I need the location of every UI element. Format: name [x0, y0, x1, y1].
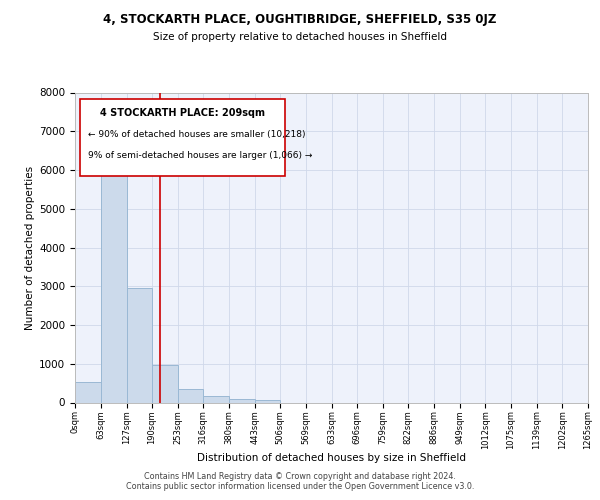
X-axis label: Distribution of detached houses by size in Sheffield: Distribution of detached houses by size … — [197, 454, 466, 464]
Bar — [101, 156, 127, 402]
Y-axis label: Number of detached properties: Number of detached properties — [25, 166, 35, 330]
Bar — [75, 382, 101, 402]
Text: 9% of semi-detached houses are larger (1,066) →: 9% of semi-detached houses are larger (1… — [88, 152, 312, 160]
Text: ← 90% of detached houses are smaller (10,218): ← 90% of detached houses are smaller (10… — [88, 130, 305, 138]
Bar — [229, 398, 254, 402]
Bar — [203, 396, 229, 402]
Text: Size of property relative to detached houses in Sheffield: Size of property relative to detached ho… — [153, 32, 447, 42]
FancyBboxPatch shape — [80, 98, 286, 176]
Bar — [152, 366, 178, 403]
Bar — [254, 400, 280, 402]
Bar — [178, 390, 203, 402]
Text: Contains HM Land Registry data © Crown copyright and database right 2024.: Contains HM Land Registry data © Crown c… — [144, 472, 456, 481]
Text: Contains public sector information licensed under the Open Government Licence v3: Contains public sector information licen… — [126, 482, 474, 491]
Bar — [127, 288, 152, 403]
Text: 4 STOCKARTH PLACE: 209sqm: 4 STOCKARTH PLACE: 209sqm — [100, 108, 265, 118]
Text: 4, STOCKARTH PLACE, OUGHTIBRIDGE, SHEFFIELD, S35 0JZ: 4, STOCKARTH PLACE, OUGHTIBRIDGE, SHEFFI… — [103, 12, 497, 26]
